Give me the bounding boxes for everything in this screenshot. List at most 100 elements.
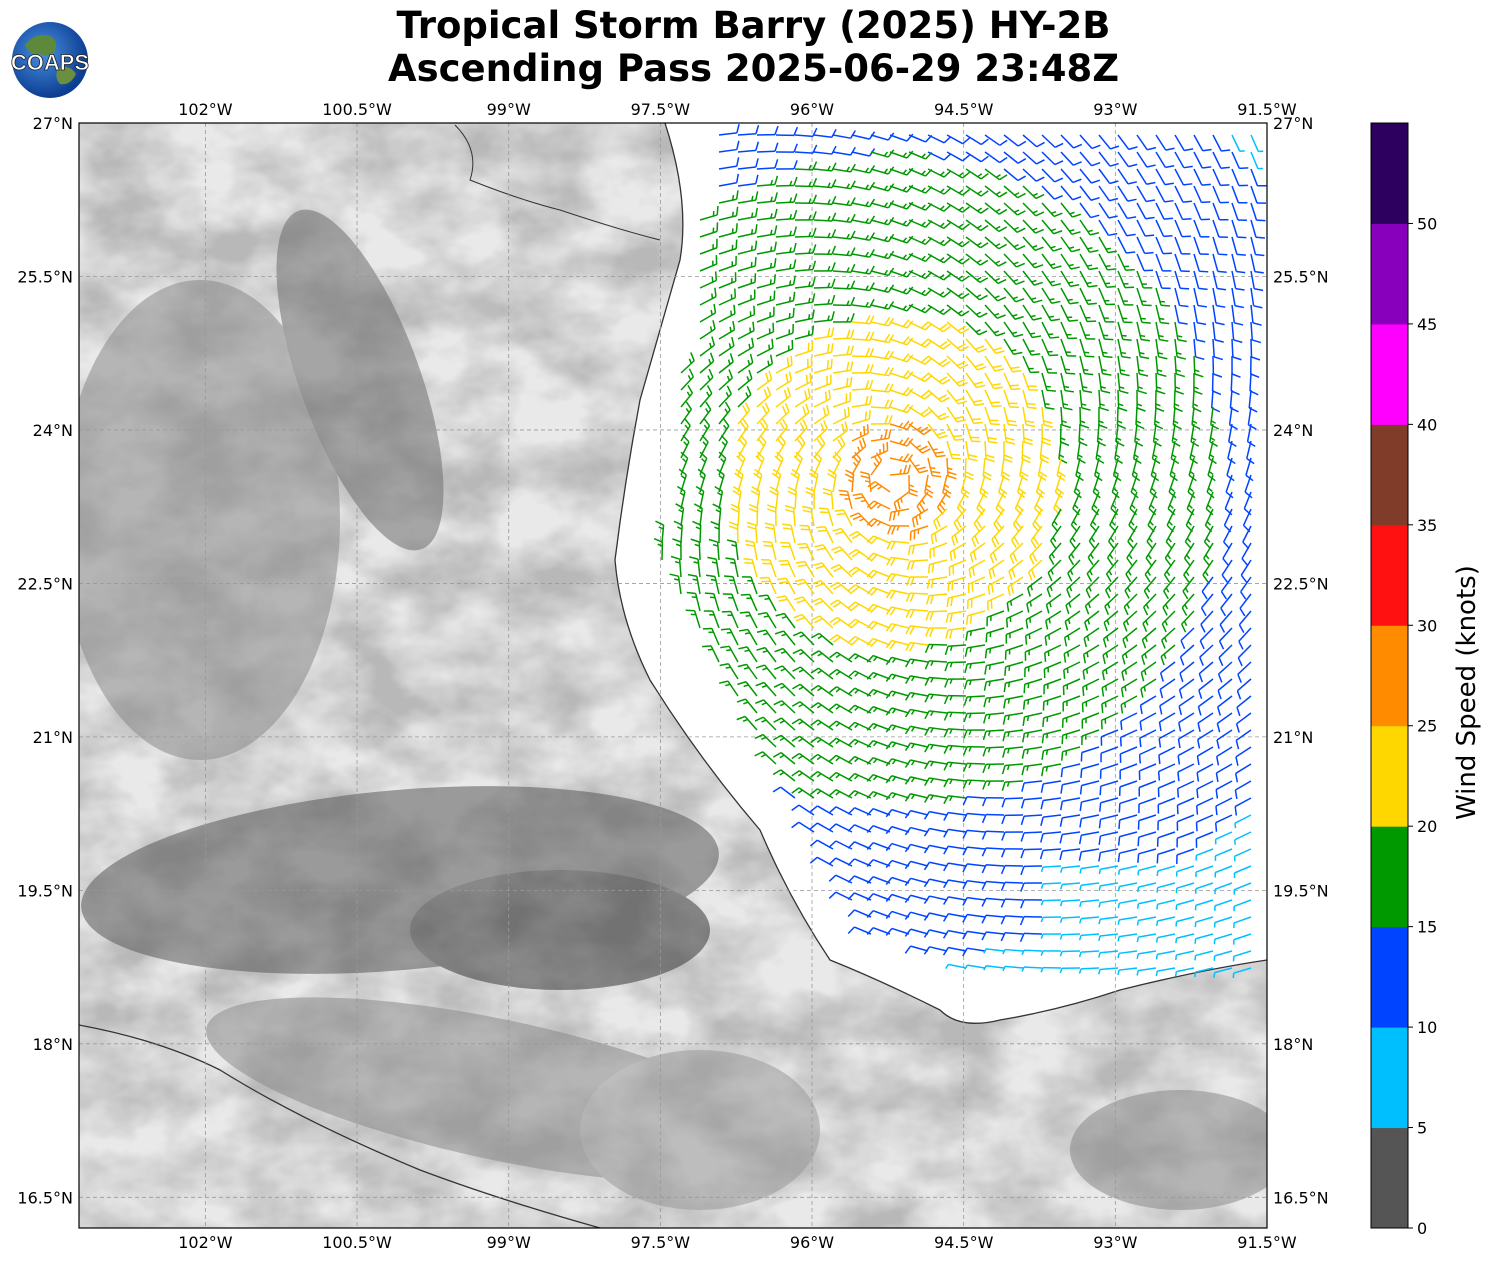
wind-barb [1022, 287, 1043, 304]
wind-barb [1212, 168, 1230, 187]
wind-barb [704, 592, 720, 612]
wind-barb [1155, 950, 1176, 960]
wind-barb [1001, 814, 1024, 825]
wind-barb [1061, 729, 1081, 745]
wind-barb [1102, 627, 1119, 648]
wind-barb [832, 230, 856, 240]
wind-barb [1136, 168, 1156, 186]
wind-barb [1212, 202, 1229, 221]
wind-barb [1231, 202, 1247, 221]
wind-barb [1225, 474, 1234, 499]
wind-barb [965, 219, 989, 232]
wind-barb [1176, 831, 1195, 848]
wind-barb [1098, 882, 1119, 891]
wind-barb [1041, 185, 1063, 200]
wind-barb [1040, 780, 1062, 793]
wind-barb [945, 963, 967, 970]
wind-barb [1099, 797, 1119, 812]
wind-barb [1127, 525, 1138, 550]
wind-barb [1240, 576, 1252, 600]
wind-barb [838, 489, 853, 510]
wind-barb [908, 440, 931, 454]
wind-barb [1104, 593, 1119, 615]
wind-barb [905, 658, 929, 668]
wind-barb [782, 523, 796, 544]
wind-barb [866, 876, 891, 884]
lon-tick-label-top: 97.5°W [631, 100, 691, 119]
wind-barb [699, 434, 709, 459]
wind-barb [773, 717, 796, 731]
wind-barb [889, 201, 914, 210]
wind-barb [1117, 338, 1131, 359]
wind-barb [1122, 627, 1138, 649]
wind-barb [1022, 338, 1041, 356]
wind-barb [1174, 168, 1193, 186]
wind-barb [870, 366, 894, 377]
wind-barb [870, 200, 895, 209]
wind-barb [984, 236, 1007, 250]
wind-barb [1199, 644, 1214, 666]
wind-barb [792, 666, 815, 680]
wind-barb [775, 143, 798, 153]
wind-barb [944, 661, 967, 672]
wind-barb [1000, 881, 1024, 891]
wind-barb [672, 538, 682, 561]
wind-barb [1158, 729, 1176, 748]
wind-barb [981, 847, 1005, 857]
wind-barb [702, 645, 720, 663]
wind-barb [1177, 746, 1195, 765]
wind-barb [1202, 559, 1214, 583]
wind-barb [851, 248, 875, 258]
wind-barb [984, 253, 1007, 267]
wind-barb [1003, 287, 1025, 303]
wind-barb [810, 702, 834, 714]
wind-barb [775, 612, 796, 629]
wind-barb [1183, 559, 1195, 583]
wind-barb [965, 185, 989, 197]
wind-barb [1118, 780, 1138, 796]
colorbar-tick-label: 25 [1417, 717, 1437, 736]
wind-barb [832, 345, 855, 357]
wind-barb [1174, 321, 1187, 343]
wind-barb [889, 464, 912, 476]
wind-barb [1155, 287, 1171, 307]
coaps-logo: COAPS [10, 20, 90, 100]
wind-barb [1024, 644, 1043, 661]
wind-barb [1060, 389, 1073, 411]
wind-barb [1022, 236, 1044, 252]
wind-barb [737, 289, 756, 306]
wind-barb [1175, 933, 1195, 944]
wind-barb [965, 151, 989, 163]
wind-barb [695, 485, 705, 510]
wind-barb [832, 527, 853, 544]
wind-barb [1007, 576, 1024, 596]
wind-barb [1002, 729, 1024, 742]
wind-barb [908, 338, 933, 348]
wind-barb [737, 402, 751, 425]
wind-barb [1156, 899, 1176, 910]
wind-barb [1250, 304, 1262, 326]
wind-barb [1231, 185, 1248, 204]
colorbar-frame [1370, 122, 1409, 1229]
wind-barb [1100, 712, 1119, 730]
wind-barb [1212, 236, 1228, 256]
wind-barb [737, 385, 752, 408]
wind-barb [851, 314, 875, 325]
wind-barb [851, 437, 867, 459]
wind-barb [1250, 287, 1263, 309]
wind-barb [1003, 678, 1024, 693]
wind-barb [813, 128, 837, 139]
wind-barb [1155, 151, 1175, 169]
wind-barb [1231, 338, 1242, 361]
wind-barb [737, 191, 759, 204]
wind-barb [1079, 355, 1094, 376]
wind-barb [1165, 525, 1176, 550]
wind-barb [1193, 372, 1203, 395]
wind-barb [1117, 151, 1138, 168]
wind-barb [1231, 304, 1244, 326]
wind-barb [794, 341, 814, 357]
wind-barb [927, 304, 951, 315]
wind-barb [1026, 576, 1043, 597]
wind-barb [904, 759, 929, 768]
wind-barb [889, 453, 914, 463]
